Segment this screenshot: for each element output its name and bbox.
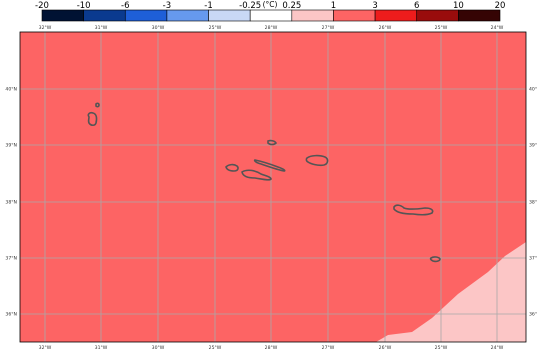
- longitude-labels-top: 32°W 31°W 30°W 25°W 28°W 27°W 26°W 25°W 24°W: [39, 25, 504, 31]
- island-flores-coastline: [87, 111, 98, 127]
- colorbar-tick-label: 10: [453, 1, 464, 11]
- graticule: [20, 32, 526, 342]
- latitude-label: 39°N: [529, 143, 537, 149]
- colorbar-tick-label: -10: [77, 1, 91, 11]
- colorbar-segments: [41, 9, 501, 22]
- longitude-label: 25°W: [435, 25, 448, 31]
- colorbar-segment: [208, 9, 251, 22]
- colorbar-segment: [374, 9, 418, 22]
- colorbar-segment: [166, 9, 209, 22]
- colorbar-segment: [291, 9, 334, 22]
- anomaly-field-low-class-region: [376, 242, 526, 342]
- colorbar-tick-label: -3: [163, 1, 171, 11]
- coastlines: [87, 102, 441, 263]
- longitude-label: 24°W: [491, 345, 504, 351]
- longitude-label: 30°W: [152, 345, 165, 351]
- latitude-label: 38°N: [5, 200, 17, 206]
- colorbar-tick-label: 3: [372, 1, 377, 11]
- colorbar-tick-label: 1: [331, 1, 336, 11]
- island-sao-jorge-coastline: [253, 159, 286, 172]
- island-graciosa-coastline: [267, 139, 277, 146]
- latitude-label: 39°N: [5, 143, 17, 149]
- colorbar-unit-label: (°C): [263, 0, 278, 9]
- latitude-label: 36°N: [5, 312, 17, 318]
- island-sao-miguel-coastline: [393, 204, 434, 216]
- longitude-label: 30°W: [152, 25, 165, 31]
- colorbar-segment: [416, 9, 459, 22]
- latitude-label: 36°N: [529, 312, 537, 318]
- longitude-label: 25°W: [435, 345, 448, 351]
- latitude-label: 40°N: [5, 87, 17, 93]
- island-terceira-coastline: [305, 154, 329, 167]
- island-corvo-coastline: [95, 102, 100, 108]
- longitude-label: 26°W: [379, 345, 392, 351]
- longitude-label: 25°W: [209, 25, 222, 31]
- colorbar-segment: [249, 9, 293, 22]
- colorbar-segment: [458, 9, 501, 22]
- latitude-label: 37°N: [529, 256, 537, 262]
- map-panel: 32°W 31°W 30°W 25°W 28°W 27°W 26°W 25°W 24°W 32°…: [5, 25, 537, 351]
- longitude-label: 31°W: [95, 25, 108, 31]
- colorbar-segment: [333, 9, 376, 22]
- longitude-label: 32°W: [39, 345, 52, 351]
- colorbar-segment: [83, 9, 126, 22]
- colorbar-segment: [124, 9, 168, 22]
- longitude-label: 24°W: [491, 25, 504, 31]
- island-faial-coastline: [225, 163, 239, 172]
- longitude-label: 32°W: [39, 25, 52, 31]
- longitude-labels-bottom: 32°W 31°W 30°W 25°W 28°W 27°W 26°W 25°W 24°W: [39, 345, 504, 351]
- colorbar-tick-label: -0.25: [239, 1, 261, 11]
- colorbar-tick-label: 20: [495, 1, 506, 11]
- longitude-label: 27°W: [322, 25, 335, 31]
- longitude-label: 27°W: [322, 345, 335, 351]
- latitude-labels-left: 40°N 39°N 38°N 37°N 36°N: [5, 87, 17, 318]
- colorbar-segment: [41, 9, 84, 22]
- latitude-label: 37°N: [5, 256, 17, 262]
- latitude-label: 40°N: [529, 87, 537, 93]
- longitude-label: 31°W: [95, 345, 108, 351]
- longitude-label: 28°W: [265, 345, 278, 351]
- colorbar-tick-label: -20: [35, 1, 49, 11]
- colorbar-tick-label: 0.25: [282, 1, 301, 11]
- anomaly-field-background: [20, 32, 526, 342]
- longitude-label: 26°W: [379, 25, 392, 31]
- island-pico-coastline: [241, 169, 272, 181]
- map-frame: [19, 31, 527, 343]
- colorbar-tick-label: -6: [121, 1, 129, 11]
- longitude-label: 28°W: [265, 25, 278, 31]
- colorbar-tick-label: 6: [414, 1, 419, 11]
- colorbar-legend: -20 -10 -6 -3 -1 -0.25 0.25 1 3 6 10 20 (°C): [35, 0, 505, 22]
- colorbar-tick-labels: -20 -10 -6 -3 -1 -0.25 0.25 1 3 6 10 20: [35, 1, 505, 11]
- island-santa-maria-coastline: [429, 256, 441, 263]
- colorbar-tick-label: -1: [204, 1, 212, 11]
- latitude-labels-right: 40°N 39°N 38°N 37°N 36°N: [529, 87, 537, 318]
- longitude-label: 25°W: [209, 345, 222, 351]
- latitude-label: 38°N: [529, 200, 537, 206]
